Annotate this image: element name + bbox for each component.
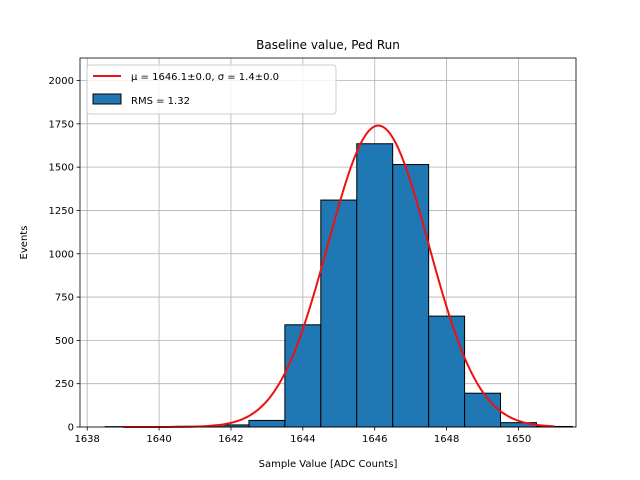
histogram-bar xyxy=(428,315,466,428)
histogram-bars xyxy=(104,143,573,428)
x-tick-label: 1638 xyxy=(74,434,99,445)
x-tick-label: 1644 xyxy=(290,434,315,445)
legend-fit-label: μ = 1646.1±0.0, σ = 1.4±0.0 xyxy=(131,72,279,83)
x-tick-label: 1650 xyxy=(506,434,531,445)
y-tick-label: 2000 xyxy=(49,76,74,87)
y-axis-ticks: 0 250 500 750 1000 1250 1500 1750 2000 xyxy=(49,76,80,434)
plot-area-frame xyxy=(79,57,577,428)
histogram-bar xyxy=(392,164,430,428)
y-tick-label: 500 xyxy=(55,336,74,347)
x-axis-label: Sample Value [ADC Counts] xyxy=(259,459,398,470)
histogram-bar xyxy=(464,392,502,428)
y-axis-label: Events xyxy=(19,226,30,260)
legend-hist-swatch xyxy=(92,93,122,105)
y-tick-label: 1250 xyxy=(49,206,74,217)
y-tick-label: 1000 xyxy=(49,249,74,260)
x-axis-ticks: 1638 1640 1642 1644 1646 1648 1650 xyxy=(74,427,531,445)
chart-title: Baseline value, Ped Run xyxy=(256,38,400,52)
legend-box xyxy=(86,64,337,115)
x-tick-label: 1642 xyxy=(218,434,243,445)
x-tick-label: 1646 xyxy=(362,434,387,445)
x-tick-label: 1640 xyxy=(146,434,171,445)
y-tick-label: 1750 xyxy=(49,119,74,130)
y-tick-label: 1500 xyxy=(49,163,74,174)
histogram-bar xyxy=(356,143,394,428)
y-tick-label: 750 xyxy=(55,293,74,304)
legend: μ = 1646.1±0.0, σ = 1.4±0.0 RMS = 1.32 xyxy=(86,64,337,115)
y-tick-label: 0 xyxy=(68,423,74,434)
x-tick-label: 1648 xyxy=(434,434,459,445)
y-tick-label: 250 xyxy=(55,379,74,390)
legend-hist-label: RMS = 1.32 xyxy=(131,96,190,107)
histogram-bar xyxy=(248,419,286,428)
histogram-bar xyxy=(284,324,322,428)
histogram-bar xyxy=(320,199,358,428)
